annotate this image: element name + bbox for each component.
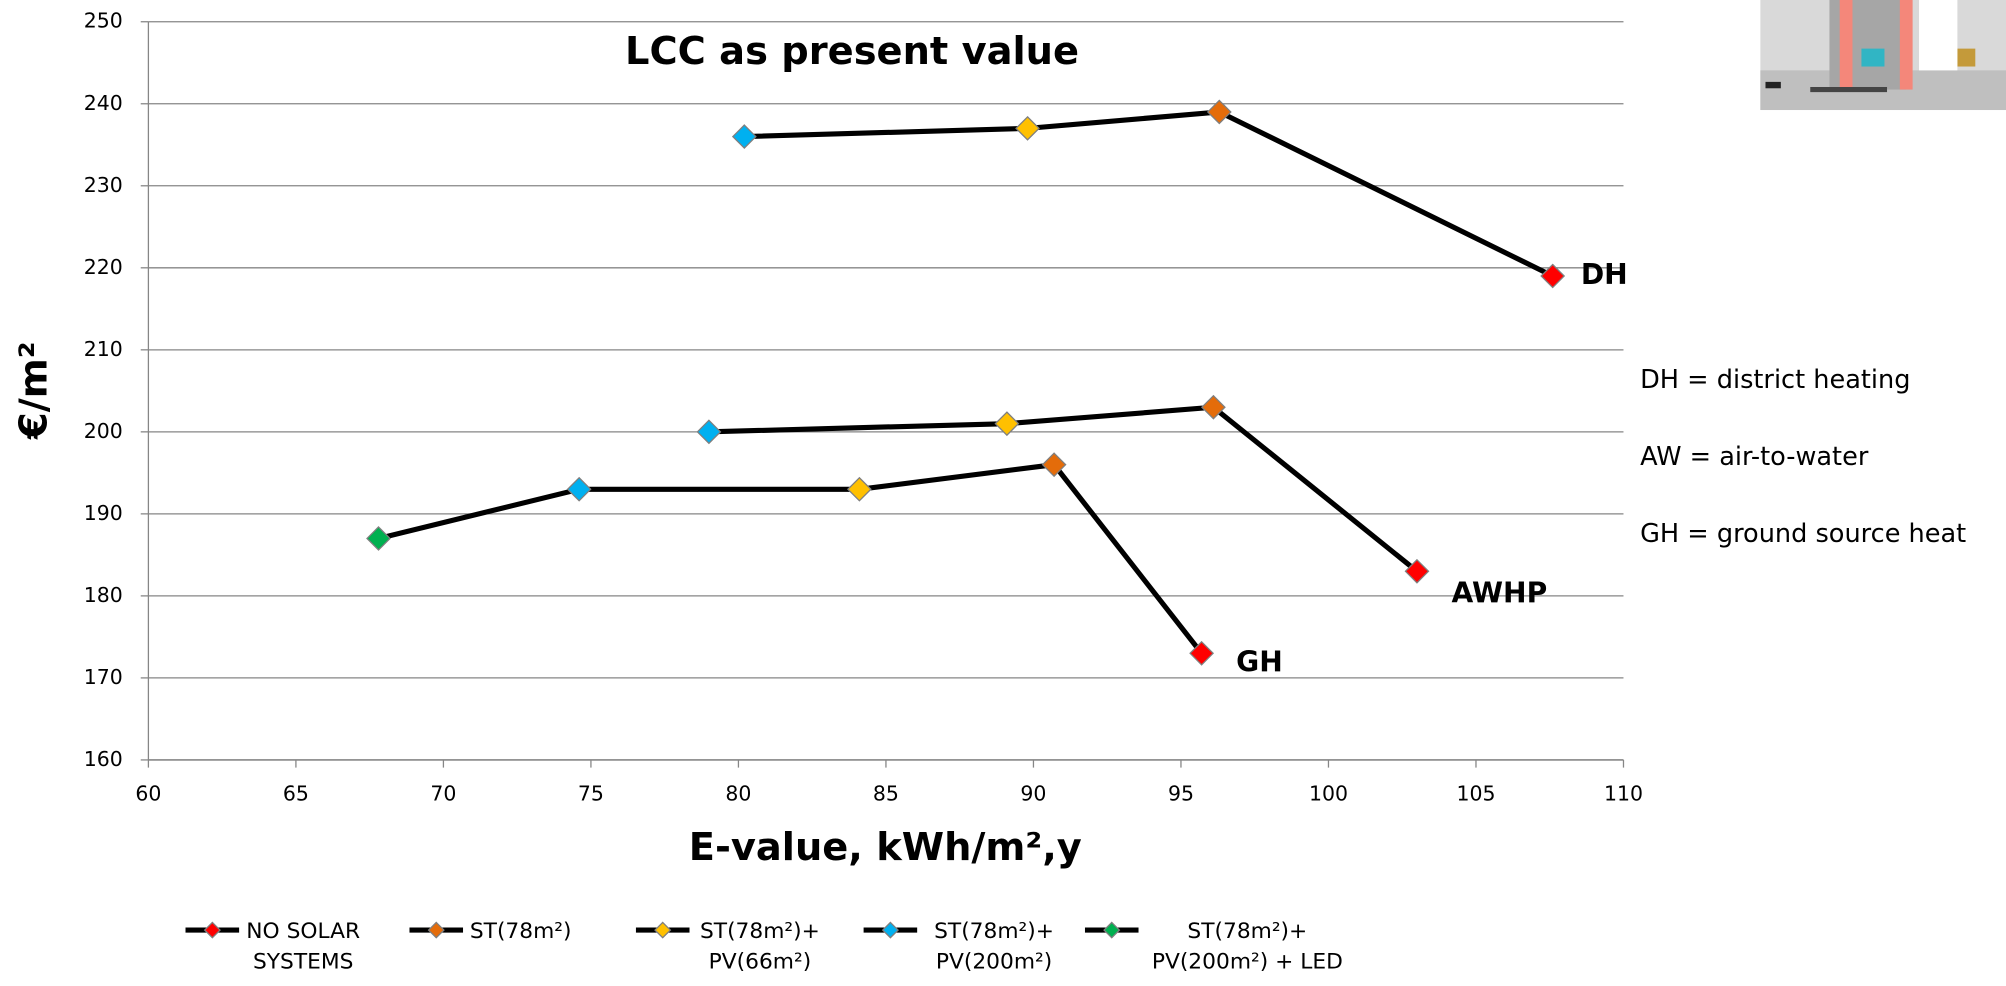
x-tick-label: 90 <box>1020 781 1046 805</box>
legend-item: ST(78m²)+ PV(200m²) <box>864 916 1071 977</box>
data-point <box>848 478 871 501</box>
legend-marker <box>205 922 220 937</box>
x-tick-label: 85 <box>873 781 899 805</box>
y-tick-label: 160 <box>84 747 123 771</box>
annotation: AW = air-to-water <box>1640 442 1869 472</box>
y-tick-label: 240 <box>84 91 123 115</box>
x-tick-label: 70 <box>430 781 456 805</box>
line-label: AWHP <box>1452 576 1548 609</box>
legend-label: ST(78m²)+ PV(66m²) <box>690 916 831 977</box>
legend-swatch <box>636 916 690 944</box>
legend-marker <box>883 922 898 937</box>
data-point <box>568 478 591 501</box>
data-point <box>1016 117 1039 140</box>
page: LCC as present value E-value, kWh/m²,y €… <box>0 0 2006 981</box>
y-tick-label: 190 <box>84 501 123 525</box>
data-point <box>367 527 390 550</box>
x-tick-label: 75 <box>578 781 604 805</box>
series-line <box>379 465 1202 654</box>
y-tick-label: 180 <box>84 583 123 607</box>
legend-item: ST(78m²) <box>409 916 578 947</box>
thumbnail <box>1760 0 2006 110</box>
x-tick-label: 65 <box>283 781 309 805</box>
y-axis-title: €/m² <box>11 341 56 440</box>
y-tick-label: 250 <box>84 9 123 33</box>
y-tick-label: 170 <box>84 665 123 689</box>
legend-label: NO SOLAR SYSTEMS <box>239 916 367 977</box>
x-tick-label: 60 <box>135 781 161 805</box>
annotation: DH = district heating <box>1640 365 1910 395</box>
legend-item: ST(78m²)+ PV(200m²) + LED <box>1085 916 1356 977</box>
data-point <box>733 125 756 148</box>
data-point <box>697 420 720 443</box>
x-tick-label: 80 <box>725 781 751 805</box>
x-tick-label: 110 <box>1604 781 1643 805</box>
annotation: GH = ground source heat <box>1640 519 1966 549</box>
x-axis-title: E-value, kWh/m²,y <box>689 825 1082 870</box>
legend-swatch <box>186 916 240 944</box>
legend-marker <box>429 922 444 937</box>
chart: LCC as present value E-value, kWh/m²,y €… <box>0 0 2006 981</box>
y-tick-label: 230 <box>84 173 123 197</box>
x-tick-label: 100 <box>1309 781 1348 805</box>
y-tick-label: 210 <box>84 337 123 361</box>
chart-title: LCC as present value <box>625 29 1079 74</box>
x-tick-label: 105 <box>1456 781 1495 805</box>
y-tick-label: 200 <box>84 419 123 443</box>
legend-label: ST(78m²)+ PV(200m²) + LED <box>1139 916 1356 977</box>
line-label: GH <box>1236 646 1283 679</box>
line-label: DH <box>1581 258 1628 291</box>
legend-label: ST(78m²) <box>463 916 578 947</box>
legend-label: ST(78m²)+ PV(200m²) <box>917 916 1071 977</box>
legend-marker <box>655 922 670 937</box>
legend-marker <box>1104 922 1119 937</box>
y-tick-label: 220 <box>84 255 123 279</box>
legend-swatch <box>1085 916 1139 944</box>
legend-item: NO SOLAR SYSTEMS <box>186 916 368 977</box>
legend-swatch <box>864 916 918 944</box>
legend-item: ST(78m²)+ PV(66m²) <box>636 916 830 977</box>
legend-swatch <box>409 916 463 944</box>
series-line <box>744 112 1552 276</box>
x-tick-label: 95 <box>1168 781 1194 805</box>
